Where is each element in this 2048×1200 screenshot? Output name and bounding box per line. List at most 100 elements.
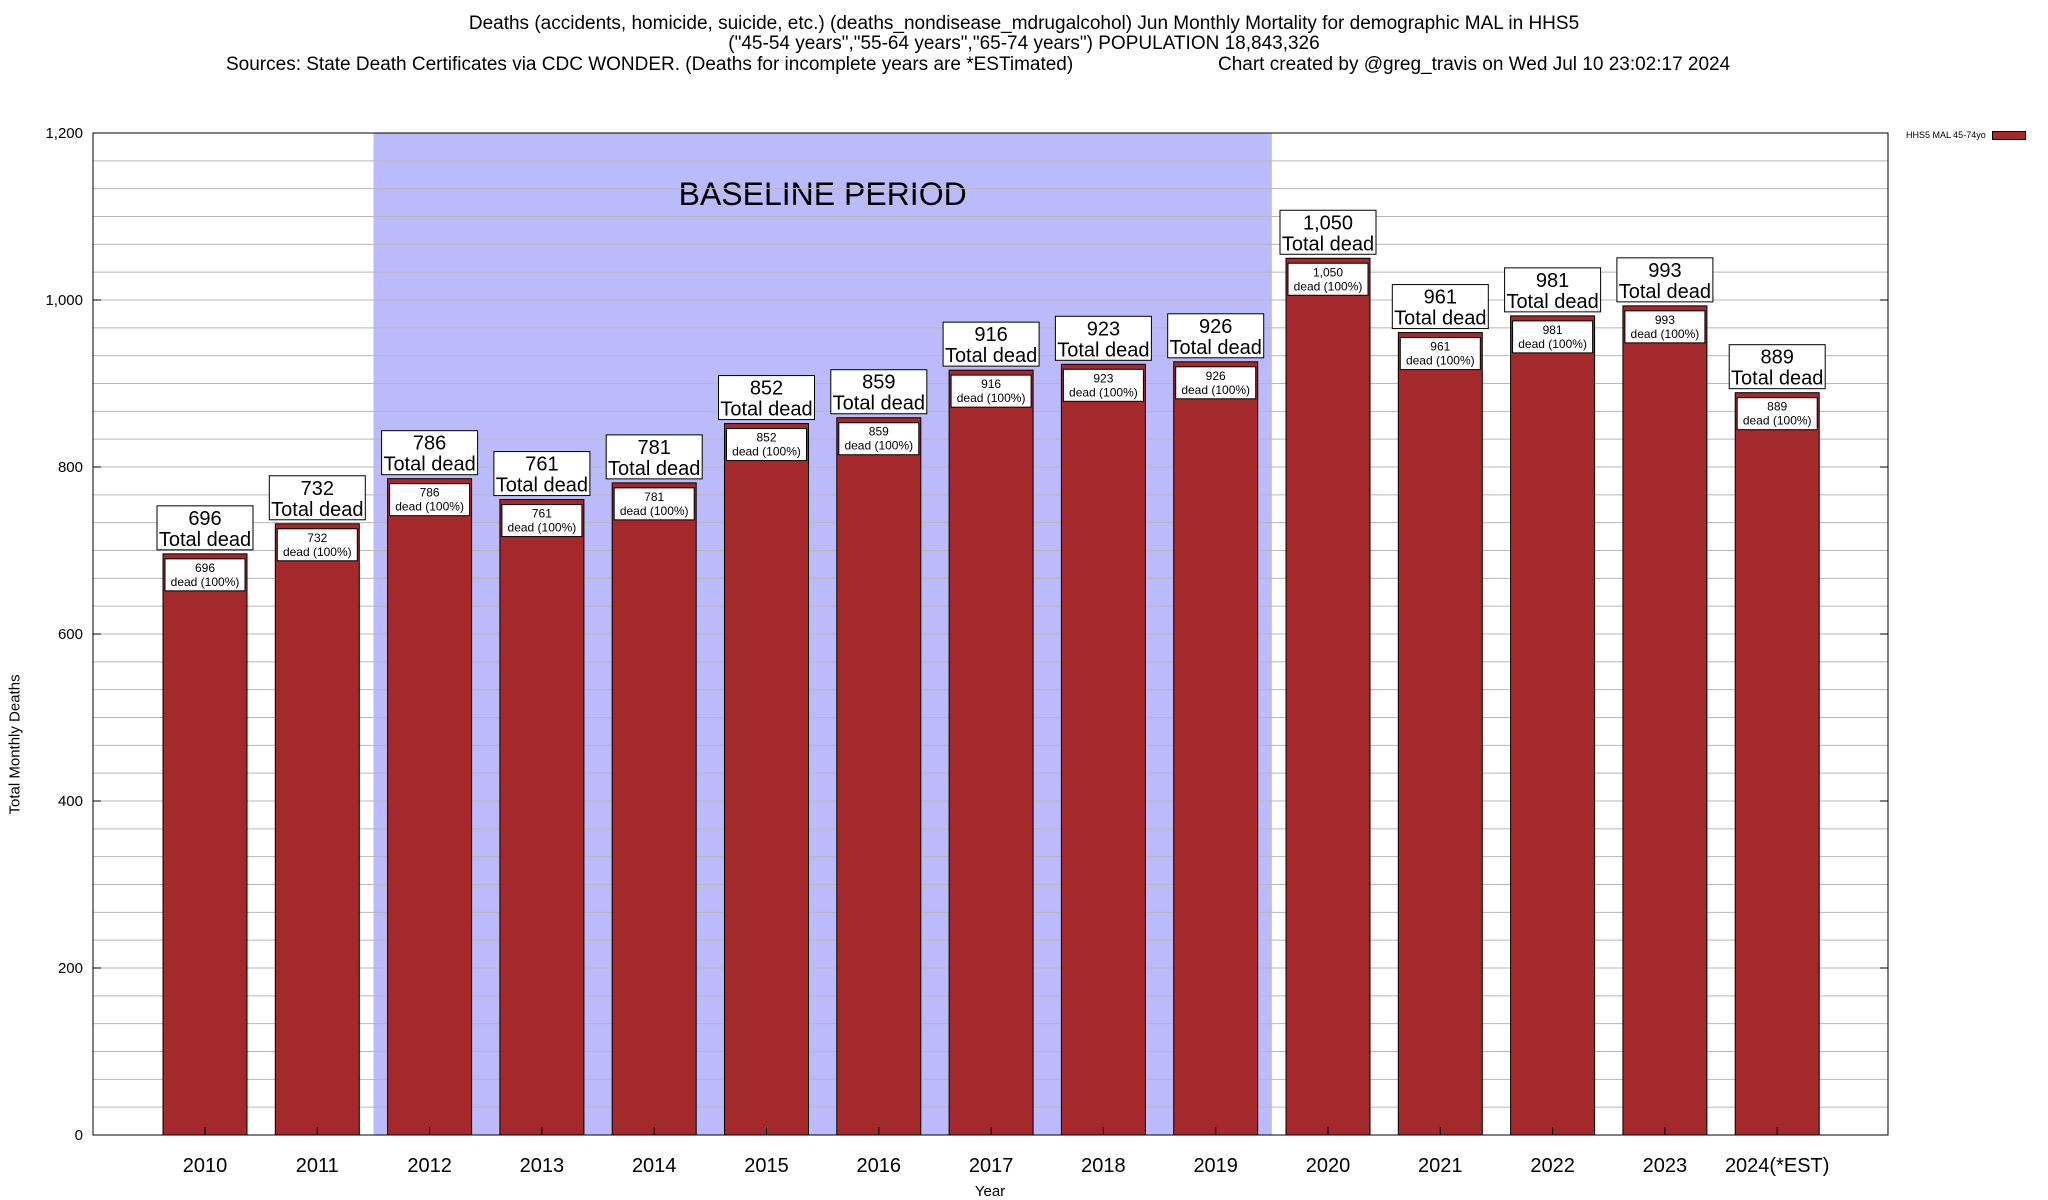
inner-label-box [1512, 320, 1594, 354]
total-label-box [268, 475, 366, 521]
x-tick-label: 2014 [632, 1155, 677, 1177]
total-dead-label: Total dead [1057, 339, 1149, 361]
inner-percent-label: dead (100%) [1069, 385, 1138, 399]
baseline-period-label: BASELINE PERIOD [679, 176, 967, 212]
total-dead-label: Total dead [383, 454, 475, 476]
x-tick-label: 2016 [857, 1155, 902, 1177]
x-tick-label: 2011 [296, 1155, 339, 1177]
y-tick-label: 1,000 [45, 292, 83, 309]
inner-value-label: 761 [532, 507, 552, 521]
inner-percent-label: dead (100%) [732, 445, 801, 459]
y-tick-label: 0 [75, 1127, 83, 1144]
inner-label-box [613, 487, 695, 521]
inner-value-label: 961 [1430, 340, 1450, 354]
inner-label-box [389, 483, 471, 517]
inner-value-label: 696 [195, 561, 215, 575]
x-axis-title: Year [975, 1183, 1005, 1200]
bar-2017 [948, 369, 1034, 1136]
legend: HHS5 MAL 45-74yo [1906, 130, 2026, 140]
total-value-label: 926 [1199, 316, 1232, 338]
inner-percent-label: dead (100%) [1406, 354, 1475, 368]
y-tick-label: 600 [58, 626, 83, 643]
total-label-box [1279, 209, 1377, 255]
axes: 0 200 400 600 800 1,000 1,200 2010 2011 2012 2013 2… [45, 125, 1889, 1200]
inner-label-box [501, 504, 583, 538]
inner-percent-label: dead (100%) [1181, 383, 1250, 397]
total-label-box [1616, 257, 1714, 303]
inner-percent-label: dead (100%) [1518, 337, 1587, 351]
inner-label-box [1175, 366, 1257, 400]
inner-percent-label: dead (100%) [844, 439, 913, 453]
bar-2022 [1510, 315, 1596, 1136]
total-value-label: 961 [1424, 287, 1457, 309]
inner-value-label: 993 [1655, 313, 1675, 327]
total-value-label: 761 [525, 454, 558, 476]
inner-value-label: 786 [420, 486, 440, 500]
y-tick-label: 200 [58, 960, 83, 977]
total-value-label: 1,050 [1303, 212, 1353, 234]
total-label-box [942, 321, 1040, 367]
total-label-box [156, 505, 254, 551]
inner-percent-label: dead (100%) [283, 545, 352, 559]
x-tick-label: 2022 [1530, 1155, 1575, 1177]
inner-label-box [1624, 310, 1706, 344]
inner-percent-label: dead (100%) [508, 521, 577, 535]
bar-2010 [162, 553, 248, 1136]
bar-2024(*EST) [1734, 392, 1820, 1136]
total-value-label: 859 [862, 372, 895, 394]
inner-percent-label: dead (100%) [171, 575, 240, 589]
total-label-box [381, 430, 479, 476]
x-tick-label: 2010 [183, 1155, 228, 1177]
chart-sources: Sources: State Death Certificates via CD… [226, 54, 1074, 75]
inner-label-box [950, 374, 1032, 408]
inner-value-label: 923 [1093, 371, 1113, 385]
inner-percent-label: dead (100%) [620, 504, 689, 518]
inner-label-box [838, 422, 920, 456]
x-tick-label: 2013 [520, 1155, 565, 1177]
bar-2016 [836, 417, 922, 1136]
total-dead-label: Total dead [1394, 308, 1486, 330]
bar-2020 [1285, 257, 1371, 1136]
x-tick-label: 2019 [1193, 1155, 1238, 1177]
inner-label-box [1736, 397, 1818, 431]
x-tick-label: 2021 [1418, 1155, 1463, 1177]
inner-value-label: 859 [869, 425, 889, 439]
inner-value-label: 926 [1206, 369, 1226, 383]
inner-label-box [1399, 337, 1481, 371]
total-label-box [1167, 313, 1265, 359]
total-value-label: 916 [974, 324, 1007, 346]
inner-value-label: 916 [981, 377, 1001, 391]
total-dead-label: Total dead [608, 458, 700, 480]
x-tick-label: 2018 [1081, 1155, 1126, 1177]
total-dead-label: Total dead [1731, 368, 1823, 390]
total-value-label: 889 [1761, 347, 1794, 369]
legend-swatch [1991, 130, 2026, 140]
bar-2012 [387, 478, 473, 1136]
inner-label-box [1287, 262, 1369, 296]
inner-percent-label: dead (100%) [957, 391, 1026, 405]
x-tick-label: 2023 [1643, 1155, 1688, 1177]
total-value-label: 696 [188, 508, 221, 530]
bar-2015 [724, 423, 809, 1136]
chart-title-line-1: Deaths (accidents, homicide, suicide, et… [468, 13, 1580, 34]
x-tick-label: 2020 [1306, 1155, 1351, 1177]
total-value-label: 781 [638, 437, 671, 459]
bar-2023 [1622, 305, 1708, 1136]
chart-title-line-2: ("45-54 years","55-64 years","65-74 year… [728, 33, 1320, 54]
inner-percent-label: dead (100%) [395, 500, 464, 514]
total-value-label: 732 [301, 478, 334, 500]
x-tick-label: 2024(*EST) [1725, 1155, 1830, 1177]
x-tick-label: 2015 [744, 1155, 789, 1177]
total-value-label: 852 [750, 378, 783, 400]
total-label-box [493, 451, 591, 497]
total-dead-label: Total dead [271, 499, 363, 521]
inner-value-label: 1,050 [1313, 265, 1343, 279]
total-dead-label: Total dead [1282, 233, 1374, 255]
total-dead-label: Total dead [945, 345, 1037, 367]
total-dead-label: Total dead [720, 399, 812, 421]
bar-2013 [499, 499, 585, 1136]
total-dead-label: Total dead [833, 393, 925, 415]
total-value-label: 923 [1087, 318, 1120, 340]
